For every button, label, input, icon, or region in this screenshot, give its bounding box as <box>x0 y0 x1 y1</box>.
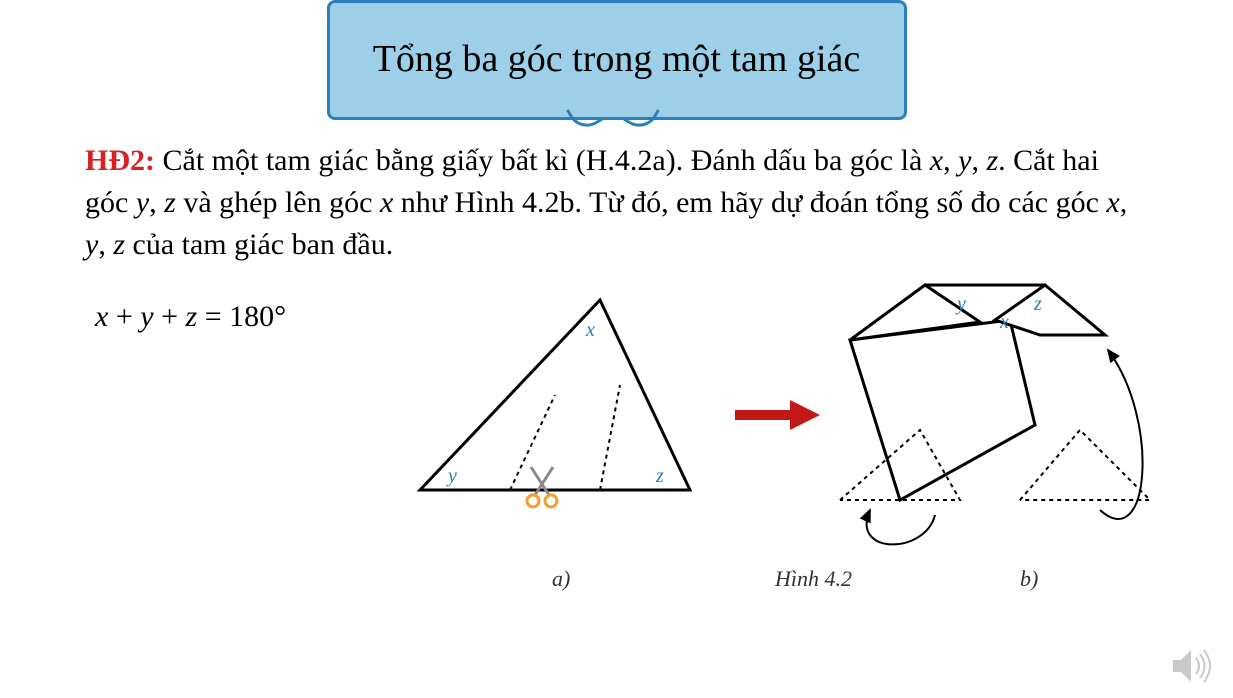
equation: x + y + z = 180° <box>95 300 286 334</box>
instruction-text: HĐ2: Cắt một tam giác bằng giấy bất kì (… <box>85 140 1148 266</box>
label-x-a: x <box>585 319 595 341</box>
label-y-a: y <box>446 465 457 487</box>
page-title: Tổng ba góc trong một tam giác <box>353 37 881 83</box>
red-arrow-icon <box>735 400 820 430</box>
activity-label: HĐ2: <box>85 144 155 177</box>
caption-main: Hình 4.2 <box>775 566 852 592</box>
curve-arrow-right <box>1100 350 1143 519</box>
instruction-block: HĐ2: Cắt một tam giác bằng giấy bất kì (… <box>85 140 1148 266</box>
label-z-a: z <box>655 465 664 487</box>
curve-arrow-left-start <box>867 510 935 544</box>
label-y-b: y <box>955 293 966 315</box>
speaker-icon <box>1169 644 1213 688</box>
curve-arrow-left <box>867 510 935 544</box>
label-z-b: z <box>1033 293 1042 315</box>
caption-b: b) <box>1020 566 1038 592</box>
caption-a: a) <box>552 566 570 592</box>
label-x-b: x <box>999 311 1009 333</box>
title-banner: Tổng ba góc trong một tam giác <box>327 0 907 120</box>
dash-bottom-right-b <box>1020 430 1150 500</box>
diagram-svg: x y z y x z <box>380 280 1170 580</box>
figure-4-2: x y z y x z <box>380 280 1170 620</box>
triangle-b-body <box>850 320 1035 500</box>
